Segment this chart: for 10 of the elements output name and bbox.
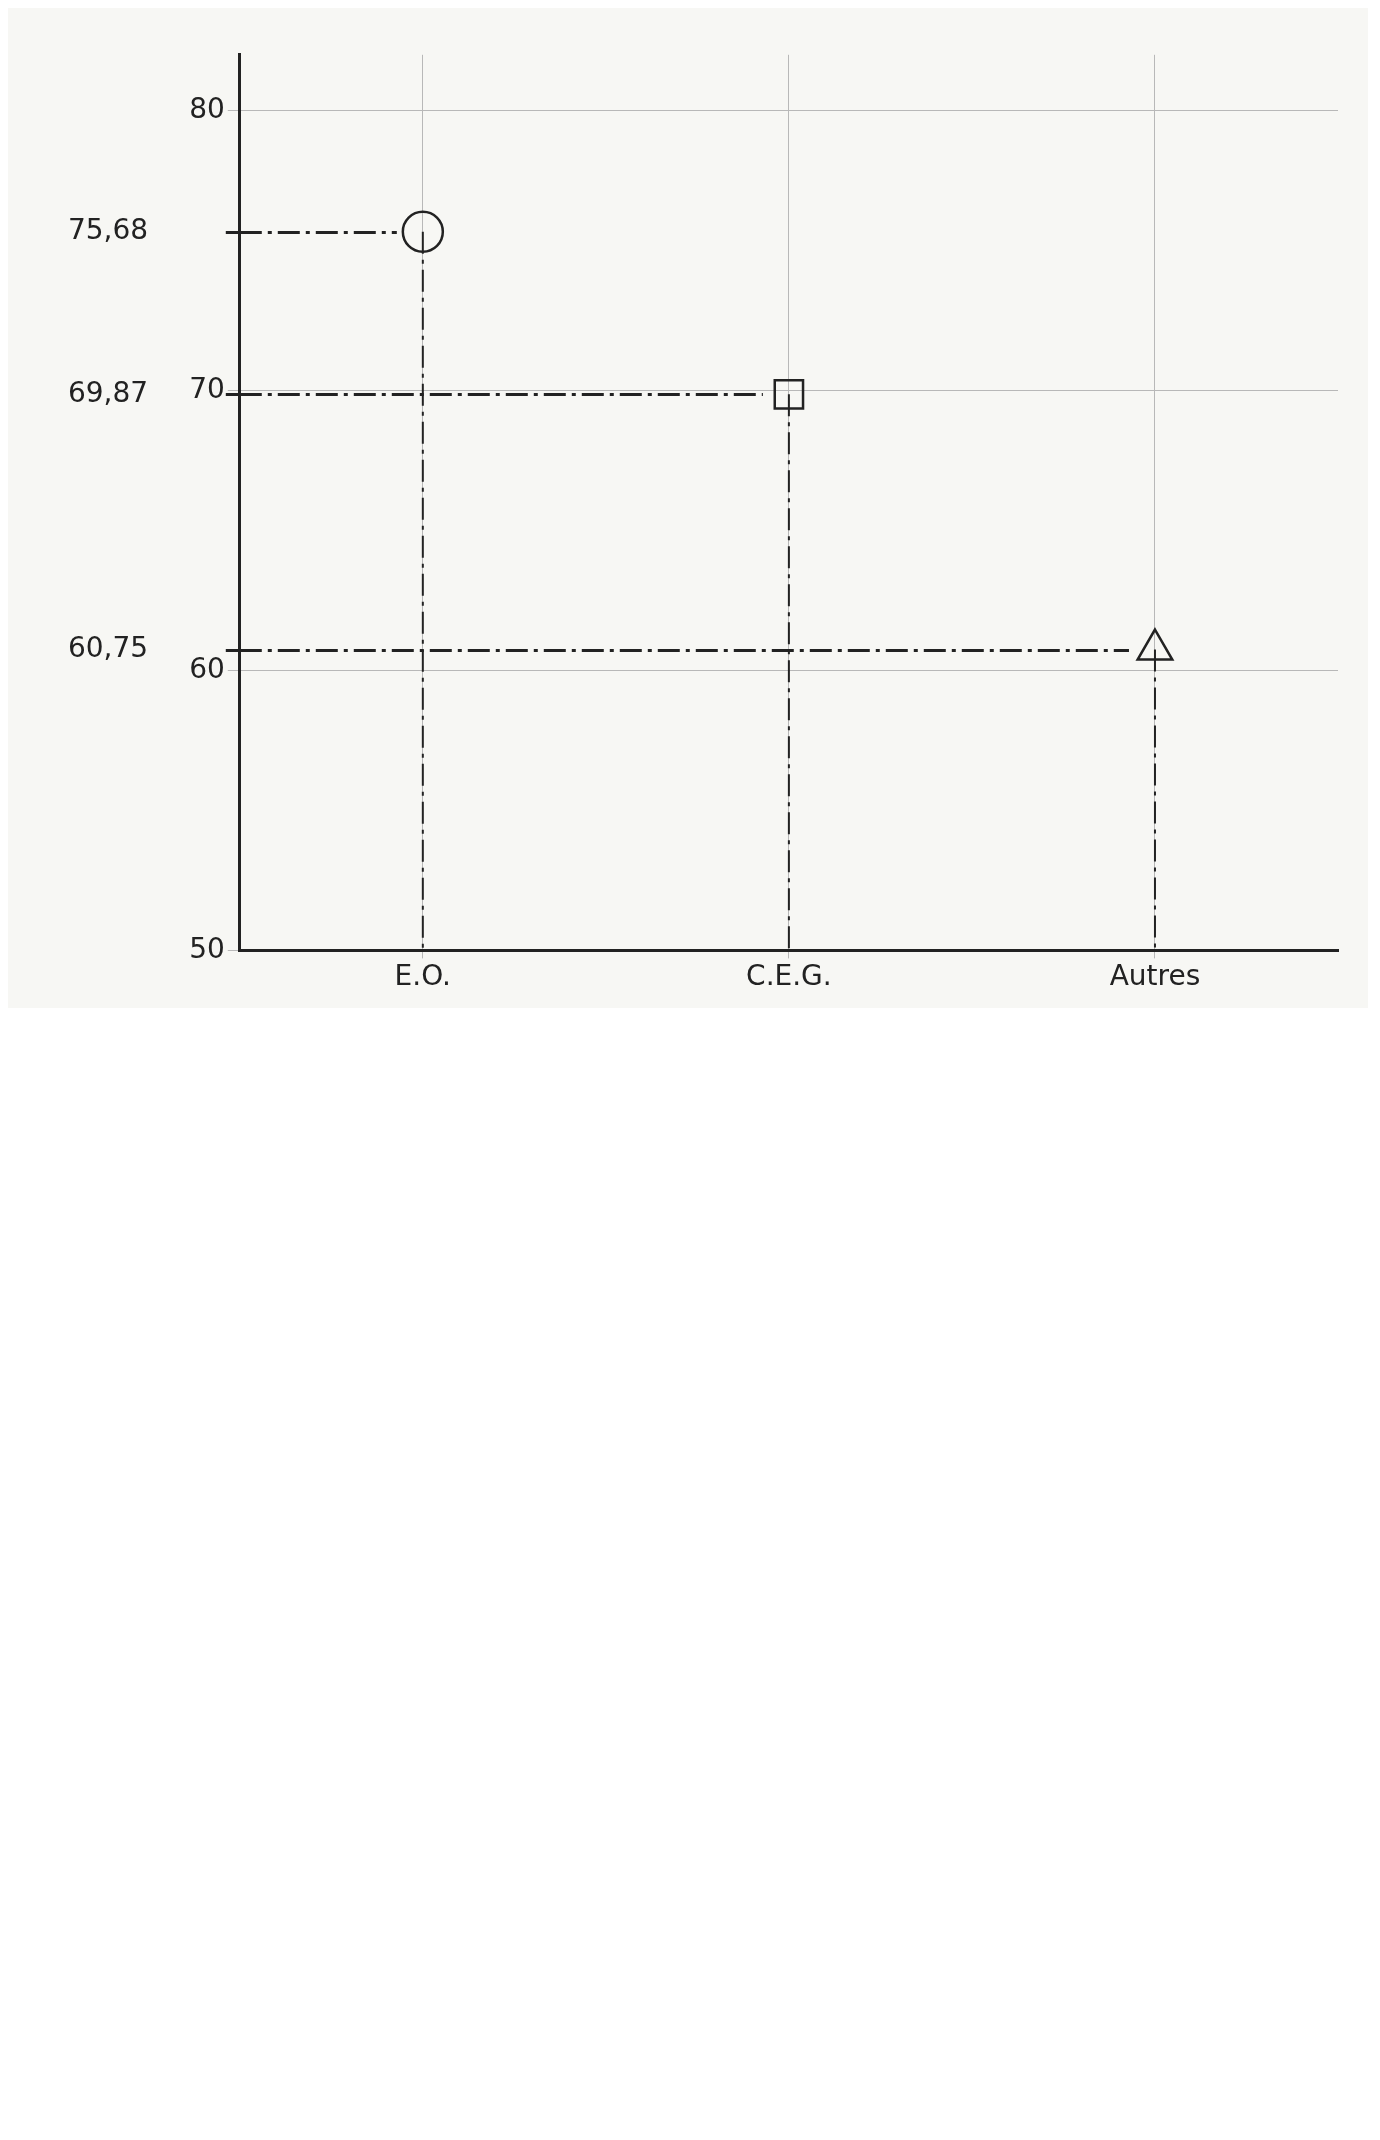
y2-tick-label: 75,68 bbox=[67, 212, 149, 246]
y-tick-label: 70 bbox=[189, 371, 225, 405]
x-tick-label: E.O. bbox=[394, 959, 452, 993]
y-tick-label: 50 bbox=[189, 931, 225, 965]
y2-tick-label: 69,87 bbox=[67, 375, 149, 409]
y-tick-label: 80 bbox=[189, 92, 225, 126]
x-tick-label: C.E.G. bbox=[746, 959, 832, 993]
x-tick-label: Autres bbox=[1109, 959, 1201, 993]
y-tick-label: 60 bbox=[189, 651, 225, 685]
y2-tick-label: 60,75 bbox=[67, 630, 149, 664]
